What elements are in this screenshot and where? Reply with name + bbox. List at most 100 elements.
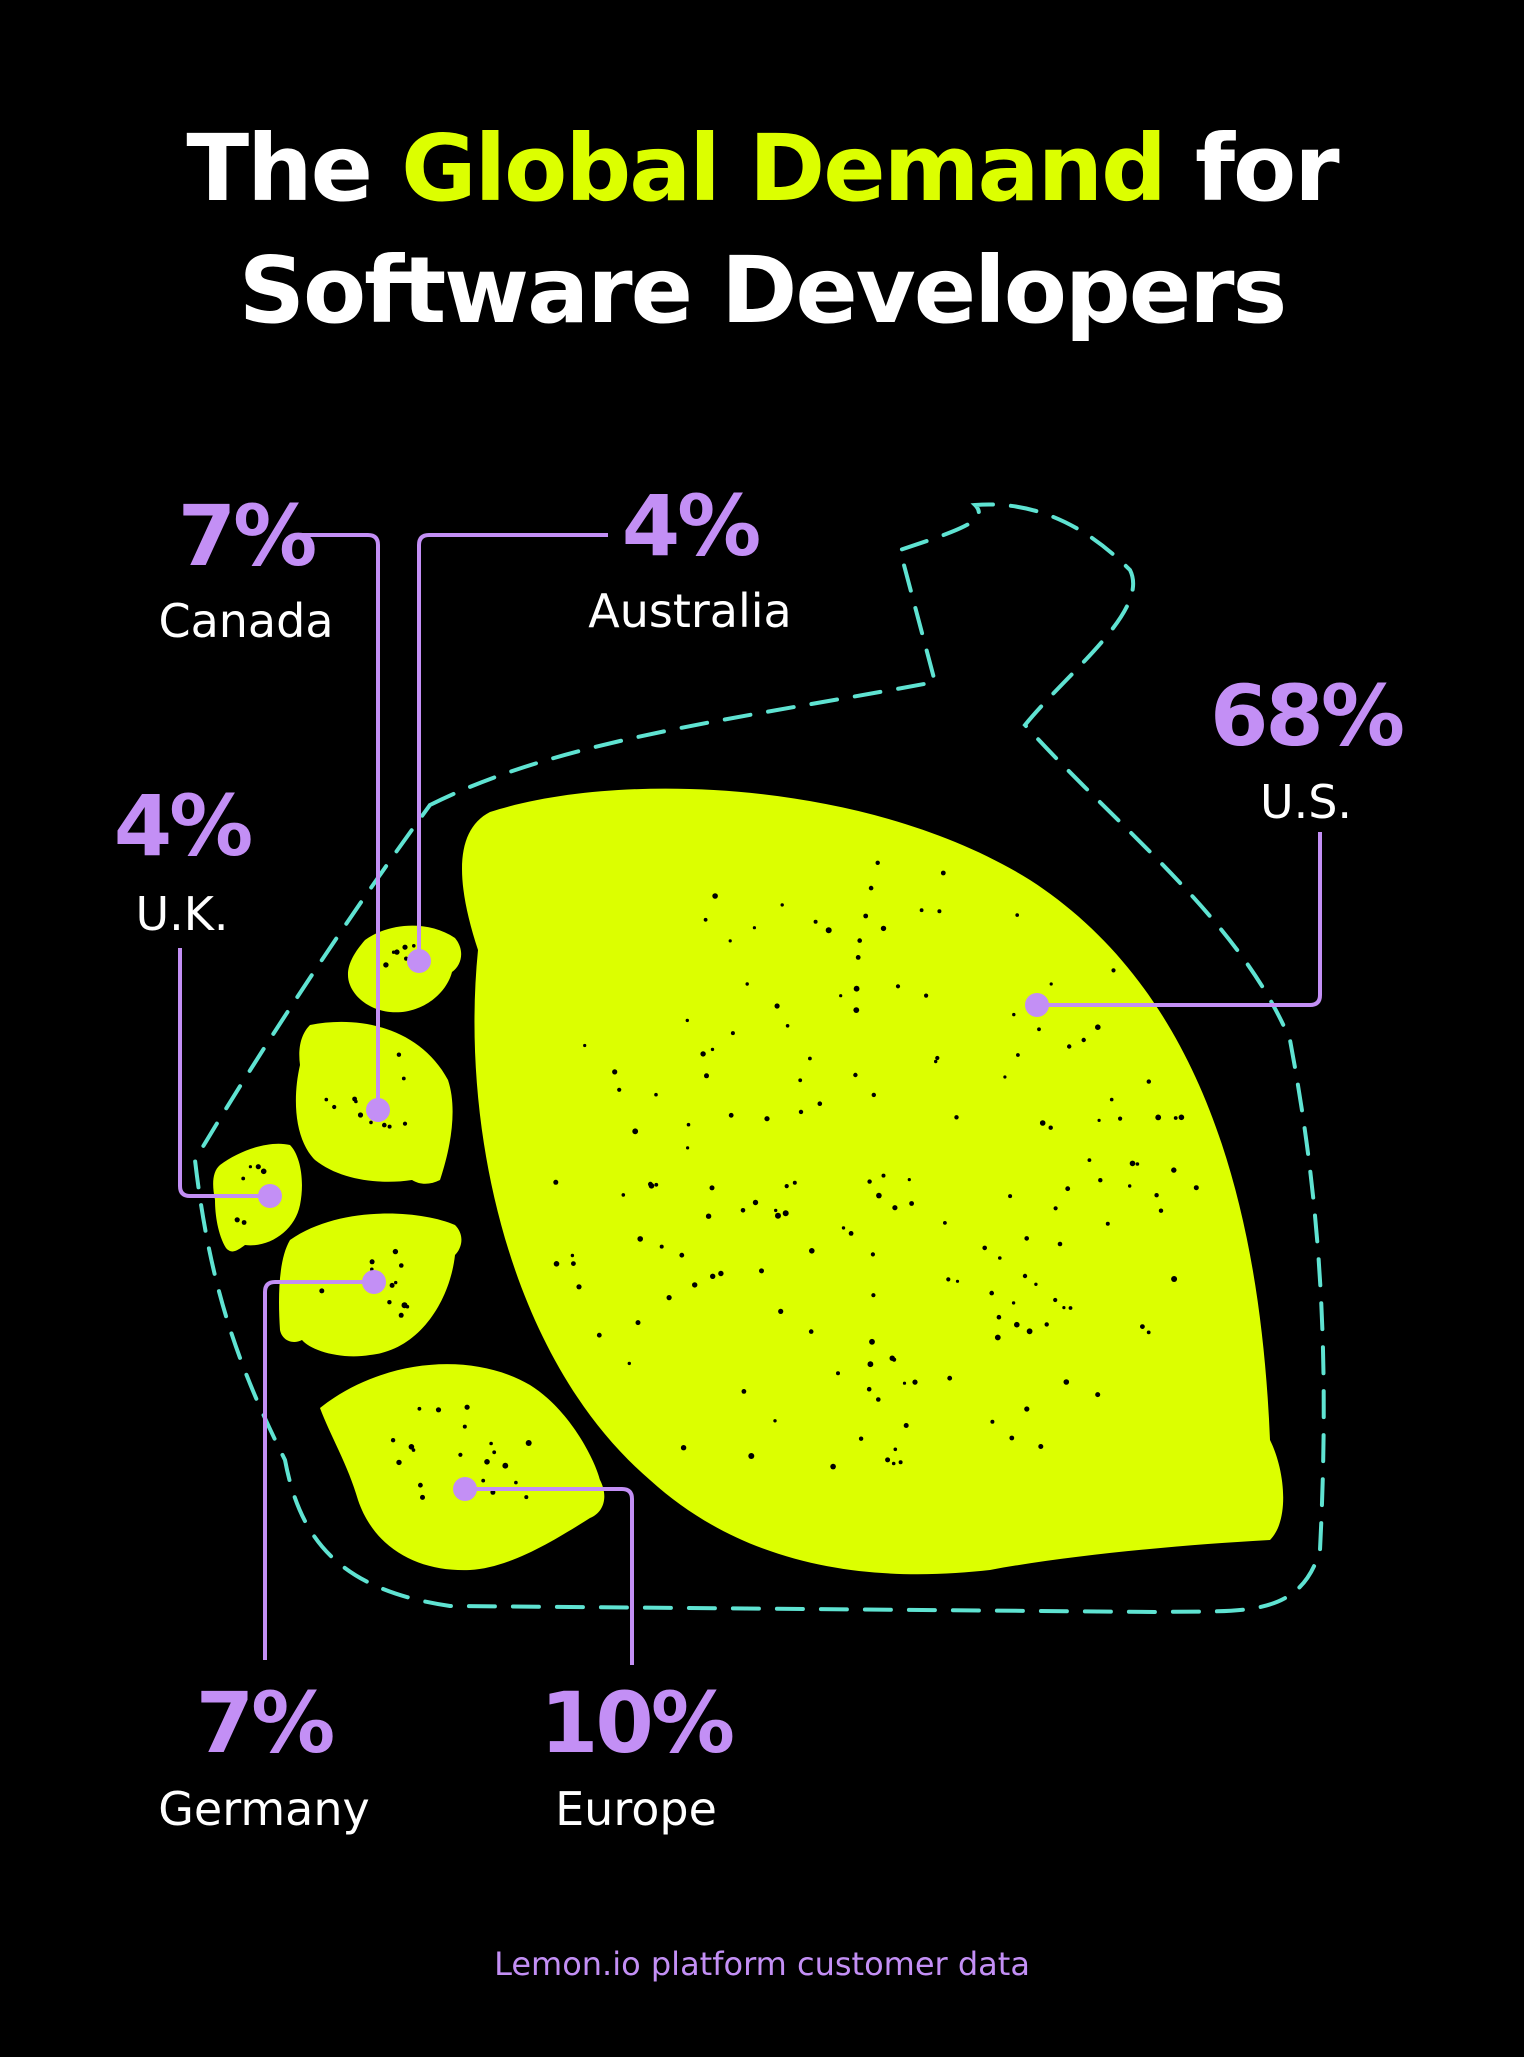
seed-dot-us bbox=[989, 1290, 994, 1296]
seed-dot-europe bbox=[524, 1495, 529, 1500]
seed-dot-us bbox=[748, 1453, 755, 1459]
seed-dot-europe bbox=[390, 1438, 396, 1443]
seed-dot-australia bbox=[412, 944, 416, 948]
seed-dot-us bbox=[764, 1116, 770, 1122]
seed-dot-us bbox=[1111, 968, 1116, 973]
seed-dot-canada bbox=[354, 1099, 358, 1104]
seed-dot-us bbox=[1022, 1273, 1028, 1279]
seed-dot-us bbox=[919, 908, 924, 913]
seed-dot-us bbox=[1128, 1184, 1132, 1188]
seed-dot-us bbox=[1154, 1193, 1159, 1198]
seed-dot-us bbox=[946, 1277, 951, 1282]
seed-dot-us bbox=[680, 1445, 687, 1451]
title-part2: for bbox=[1165, 115, 1340, 222]
seed-dot-us bbox=[553, 1179, 559, 1185]
seed-dot-us bbox=[1081, 1037, 1086, 1043]
seed-dot-us bbox=[703, 917, 708, 922]
seed-dot-us bbox=[1015, 913, 1019, 917]
dot-us bbox=[1025, 993, 1049, 1017]
seed-dot-us bbox=[1193, 1185, 1199, 1191]
seed-dot-us bbox=[1014, 1321, 1020, 1328]
seed-dot-us bbox=[909, 1201, 914, 1206]
leader-line-canada bbox=[302, 533, 380, 1110]
seed-dot-us bbox=[1062, 1306, 1066, 1310]
seed-dot-us bbox=[1109, 1097, 1114, 1102]
seed-dot-us bbox=[1105, 1221, 1110, 1226]
seed-dot-us bbox=[666, 1295, 672, 1301]
seed-dot-europe bbox=[458, 1452, 463, 1457]
seed-dot-us bbox=[612, 1069, 618, 1075]
seed-dot-us bbox=[1049, 982, 1053, 986]
lemon-us bbox=[462, 788, 1284, 1575]
seed-dot-us bbox=[940, 870, 946, 876]
data-label-australia: 4% bbox=[622, 477, 759, 575]
lemons-group bbox=[213, 788, 1284, 1575]
seed-dot-us bbox=[648, 1181, 653, 1187]
seed-dot-australia bbox=[394, 949, 400, 955]
seed-dot-us bbox=[785, 1024, 790, 1028]
seed-dot-us bbox=[947, 1375, 953, 1381]
seed-dot-us bbox=[570, 1253, 575, 1258]
seed-dot-us bbox=[830, 1463, 836, 1470]
connector-dots bbox=[258, 949, 1049, 1501]
source-note: Lemon.io platform customer data bbox=[494, 1945, 1030, 1983]
seed-dot-us bbox=[621, 1193, 626, 1197]
seed-dot-us bbox=[902, 1381, 907, 1385]
page-title: The Global Demand for bbox=[186, 115, 1340, 222]
seed-dot-us bbox=[875, 860, 880, 865]
seed-dot-us bbox=[712, 893, 718, 899]
seed-dot-us bbox=[686, 1122, 691, 1127]
seed-dot-us bbox=[1173, 1116, 1178, 1120]
seed-dot-us bbox=[778, 1308, 784, 1314]
seed-dot-us bbox=[1129, 1160, 1136, 1167]
seed-dot-europe bbox=[418, 1482, 423, 1488]
seed-dot-us bbox=[632, 1128, 639, 1135]
seed-dot-us bbox=[1026, 1328, 1033, 1335]
seed-dot-australia bbox=[402, 944, 408, 950]
seed-dot-us bbox=[752, 926, 757, 930]
category-label-us: U.S. bbox=[1260, 775, 1352, 829]
seed-dot-us bbox=[1037, 1027, 1041, 1032]
seed-dot-canada bbox=[401, 1076, 406, 1081]
seed-dot-us bbox=[654, 1092, 658, 1097]
seed-dot-canada bbox=[396, 1052, 402, 1057]
seed-dot-europe bbox=[502, 1462, 509, 1469]
seed-dot-us bbox=[853, 1072, 858, 1078]
seed-dot-canada bbox=[402, 1121, 408, 1126]
seed-dot-us bbox=[1140, 1324, 1145, 1329]
seed-dot-us bbox=[954, 1115, 959, 1120]
seed-dot-us bbox=[1053, 1297, 1058, 1303]
seed-dot-us bbox=[813, 919, 818, 924]
seed-dot-germany bbox=[369, 1259, 375, 1265]
data-label-europe: 10% bbox=[540, 1674, 733, 1772]
seed-dot-us bbox=[869, 1338, 875, 1345]
seed-dot-us bbox=[839, 994, 843, 998]
seed-dot-uk bbox=[241, 1176, 246, 1181]
seed-dot-us bbox=[934, 1059, 938, 1064]
title-highlight: Global Demand bbox=[401, 115, 1165, 222]
data-label-uk: 4% bbox=[114, 777, 251, 875]
seed-dot-us bbox=[1024, 1236, 1029, 1241]
seed-dot-germany bbox=[387, 1300, 392, 1305]
seed-dot-australia bbox=[383, 962, 389, 968]
dot-germany bbox=[362, 1270, 386, 1294]
seed-dot-us bbox=[774, 1003, 780, 1009]
seed-dot-us bbox=[1057, 1241, 1063, 1247]
seed-dot-us bbox=[817, 1101, 823, 1106]
seed-dot-us bbox=[853, 1007, 860, 1013]
category-label-australia: Australia bbox=[588, 584, 791, 638]
seed-dot-us bbox=[1068, 1306, 1073, 1310]
seed-dot-uk bbox=[255, 1164, 261, 1170]
seed-dot-us bbox=[892, 1205, 898, 1211]
seed-dot-us bbox=[798, 1078, 803, 1083]
seed-dot-us bbox=[858, 1436, 864, 1441]
seed-dot-canada bbox=[382, 1122, 387, 1128]
seed-dot-us bbox=[924, 993, 929, 998]
seed-dot-us bbox=[685, 1018, 689, 1023]
seed-dot-us bbox=[1003, 1075, 1007, 1079]
seed-dot-europe bbox=[525, 1440, 532, 1446]
seed-dot-us bbox=[759, 1268, 764, 1274]
seed-dot-us bbox=[745, 982, 749, 986]
seed-dot-us bbox=[892, 1357, 897, 1362]
